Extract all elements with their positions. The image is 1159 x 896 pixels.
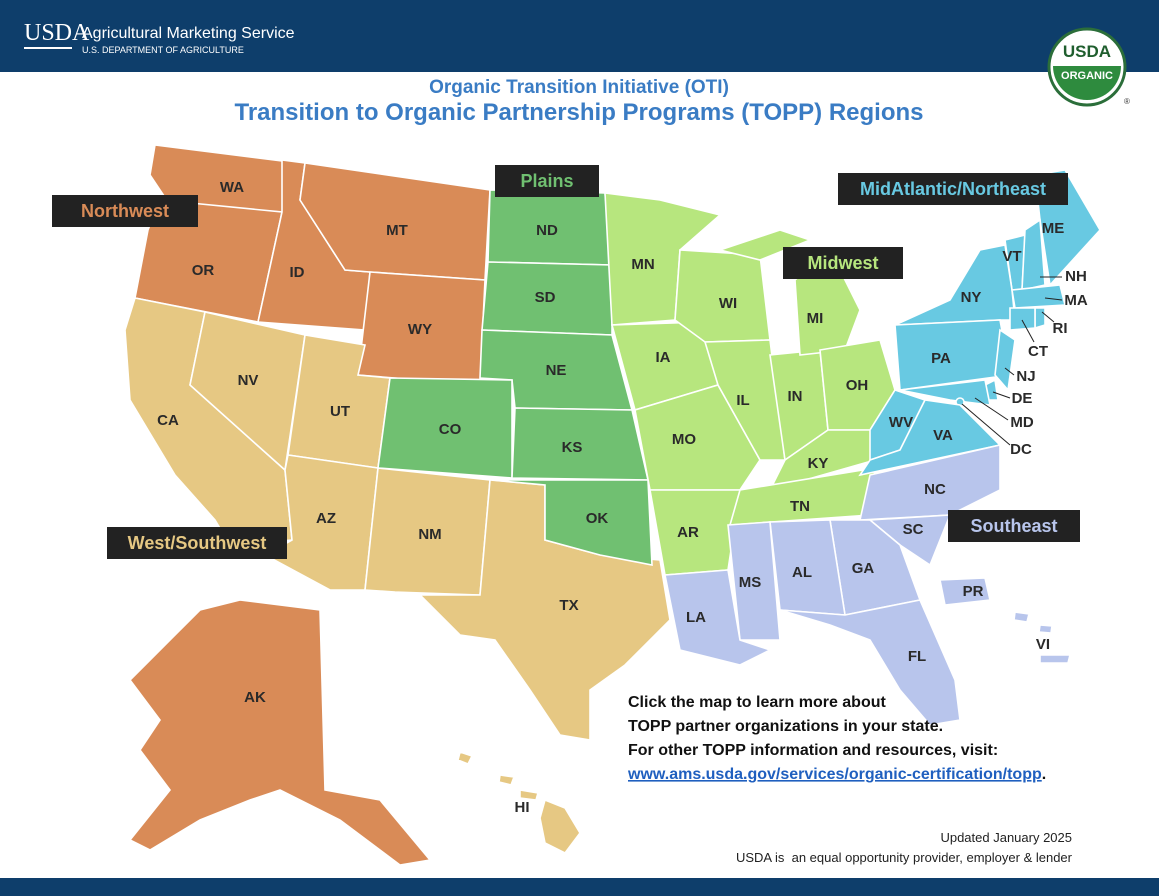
state-shape[interactable] bbox=[634, 384, 761, 491]
region-box bbox=[107, 527, 287, 559]
state-shape[interactable] bbox=[703, 339, 786, 461]
state-shape[interactable] bbox=[994, 328, 1016, 392]
state-shape[interactable] bbox=[1013, 611, 1072, 664]
callout-line bbox=[974, 397, 1009, 421]
state-shape[interactable] bbox=[1009, 307, 1036, 331]
state-shape[interactable] bbox=[899, 379, 992, 406]
title: Transition to Organic Partnership Progra… bbox=[234, 99, 923, 126]
state-shape[interactable] bbox=[128, 599, 432, 866]
usda-logo: USDA bbox=[24, 20, 90, 46]
state-label: MA bbox=[1064, 292, 1087, 309]
region-box bbox=[495, 165, 599, 197]
state-label: HI bbox=[515, 799, 530, 816]
callout-line bbox=[992, 391, 1011, 399]
state-shape[interactable] bbox=[364, 467, 491, 596]
state-shape[interactable] bbox=[1034, 307, 1046, 330]
state-shape[interactable] bbox=[939, 577, 991, 606]
state-shape[interactable] bbox=[487, 189, 613, 266]
region-box bbox=[52, 195, 198, 227]
state-label: NH bbox=[1065, 268, 1087, 285]
equal-opportunity-note: USDA is an equal opportunity provider, e… bbox=[736, 850, 1073, 865]
subtitle: Organic Transition Initiative (OTI) bbox=[429, 77, 729, 98]
state-shape[interactable] bbox=[511, 407, 650, 481]
region-label: Southeast bbox=[970, 516, 1057, 536]
seal-green bbox=[1053, 66, 1121, 100]
state-shape[interactable] bbox=[858, 399, 1002, 477]
footer-band bbox=[0, 878, 1159, 896]
region-label: West/Southwest bbox=[128, 533, 267, 553]
seal-mark: ® bbox=[1124, 97, 1130, 106]
state-shape[interactable] bbox=[1021, 218, 1046, 292]
state-shape[interactable] bbox=[377, 377, 513, 479]
callouts bbox=[961, 276, 1063, 446]
state-shape[interactable] bbox=[649, 489, 741, 576]
state-label: VI bbox=[1036, 636, 1050, 653]
agency-name: Agricultural Marketing Service bbox=[82, 25, 295, 42]
callout-line bbox=[961, 403, 1011, 446]
state-shape[interactable] bbox=[357, 271, 486, 386]
seal-bottom: ORGANIC bbox=[1061, 70, 1113, 82]
state-label: MD bbox=[1010, 414, 1033, 431]
info-line: For other TOPP information and resources… bbox=[628, 742, 998, 759]
state-label: NJ bbox=[1016, 368, 1035, 385]
state-shape[interactable] bbox=[674, 249, 771, 343]
region-labels: Northwest West/Southwest Plains Midwest … bbox=[52, 165, 1080, 559]
region-label: Northwest bbox=[81, 201, 169, 221]
state-shape[interactable] bbox=[894, 319, 1011, 391]
state-label: DE bbox=[1012, 390, 1033, 407]
region-box bbox=[948, 510, 1080, 542]
region-box bbox=[838, 173, 1068, 205]
department-name: U.S. DEPARTMENT OF AGRICULTURE bbox=[82, 45, 244, 55]
info-line: Click the map to learn more about bbox=[628, 694, 887, 711]
callout-line bbox=[1041, 311, 1055, 323]
updated-note: Updated January 2025 bbox=[940, 830, 1072, 845]
seal-top: USDA bbox=[1063, 42, 1111, 61]
info-block: Click the map to learn more about TOPP p… bbox=[627, 694, 1046, 783]
state-shape[interactable] bbox=[779, 599, 961, 726]
state-shape[interactable] bbox=[481, 261, 613, 336]
state-shape[interactable] bbox=[1011, 284, 1067, 309]
info-line: TOPP partner organizations in your state… bbox=[628, 718, 943, 735]
region-box bbox=[783, 247, 903, 279]
header-band bbox=[0, 0, 1159, 72]
region-label: Midwest bbox=[807, 253, 878, 273]
info-link-line: www.ams.usda.gov/services/organic-certif… bbox=[627, 766, 1046, 783]
state-label: DC bbox=[1010, 441, 1032, 458]
region-label: Plains bbox=[520, 171, 573, 191]
state-shape[interactable] bbox=[894, 244, 1016, 326]
states bbox=[124, 144, 1101, 866]
state-shape[interactable] bbox=[457, 750, 581, 855]
state-label: RI bbox=[1053, 320, 1068, 337]
state-shape[interactable] bbox=[858, 443, 1001, 521]
info-link[interactable]: www.ams.usda.gov/services/organic-certif… bbox=[627, 766, 1042, 783]
info-link-end: . bbox=[1042, 766, 1046, 783]
state-shape[interactable] bbox=[727, 521, 781, 641]
callout-line bbox=[1021, 319, 1035, 343]
region-label: MidAtlantic/Northeast bbox=[860, 179, 1046, 199]
state-label: CT bbox=[1028, 343, 1048, 360]
callout-line bbox=[1004, 367, 1015, 376]
state-shape[interactable] bbox=[664, 569, 773, 666]
callout-line bbox=[1044, 297, 1063, 301]
